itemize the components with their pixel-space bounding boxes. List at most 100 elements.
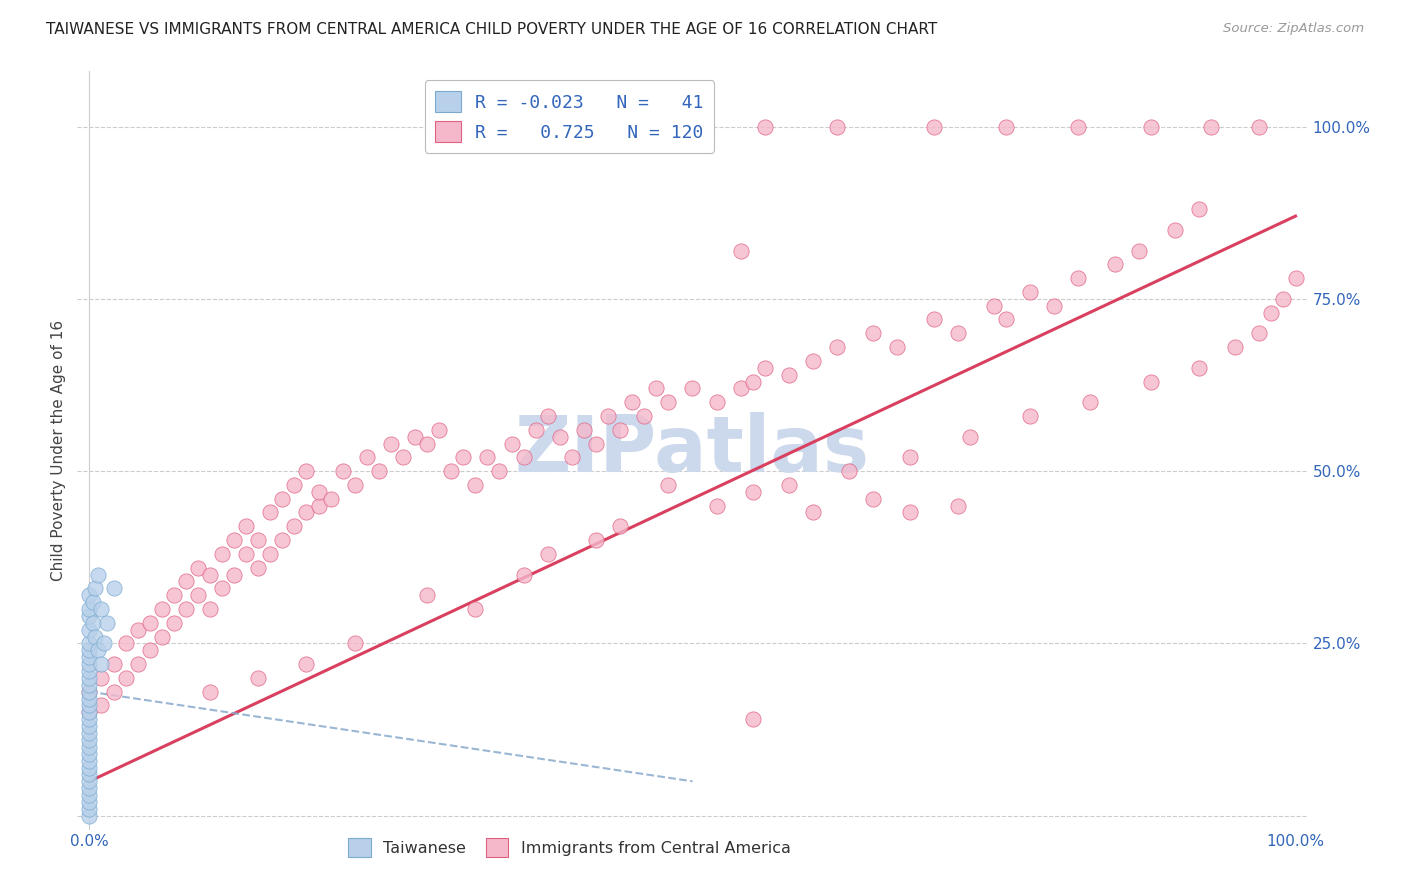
Point [1225,340,1247,354]
Point [440,464,463,478]
Point [1139,120,1161,134]
Point [537,409,560,423]
Point [90,602,112,616]
Point [295,506,318,520]
Point [682,381,704,395]
Point [501,436,523,450]
Point [633,409,655,423]
Point [79,608,101,623]
Point [79,774,101,789]
Point [801,506,824,520]
Point [103,684,125,698]
Point [657,395,679,409]
Point [235,519,257,533]
Point [235,547,257,561]
Point [477,450,499,465]
Point [464,478,486,492]
Text: TAIWANESE VS IMMIGRANTS FROM CENTRAL AMERICA CHILD POVERTY UNDER THE AGE OF 16 C: TAIWANESE VS IMMIGRANTS FROM CENTRAL AME… [46,22,938,37]
Point [1019,285,1042,299]
Point [1188,202,1211,217]
Point [1249,120,1271,134]
Point [308,484,330,499]
Point [512,567,534,582]
Point [79,733,101,747]
Point [82,595,104,609]
Point [1260,305,1282,319]
Point [453,450,475,465]
Point [150,630,173,644]
Point [427,423,450,437]
Point [1164,223,1187,237]
Point [211,582,233,596]
Point [1272,292,1295,306]
Point [741,375,763,389]
Point [537,547,560,561]
Point [79,795,101,809]
Point [224,567,246,582]
Point [1080,395,1102,409]
Point [730,244,752,258]
Point [79,678,101,692]
Point [995,312,1018,326]
Point [356,450,378,465]
Point [87,643,110,657]
Point [174,602,197,616]
Point [959,430,981,444]
Point [79,719,101,733]
Point [87,567,110,582]
Point [1284,271,1306,285]
Point [585,436,607,450]
Point [946,326,969,341]
Point [1067,271,1090,285]
Point [367,464,389,478]
Point [922,312,945,326]
Point [645,381,668,395]
Point [488,464,510,478]
Point [79,684,101,698]
Point [596,409,619,423]
Point [657,478,679,492]
Legend: Taiwanese, Immigrants from Central America: Taiwanese, Immigrants from Central Ameri… [342,832,797,863]
Point [1249,326,1271,341]
Point [741,712,763,726]
Point [295,464,318,478]
Point [150,602,173,616]
Point [1188,360,1211,375]
Point [187,560,209,574]
Point [512,450,534,465]
Point [283,478,305,492]
Point [283,519,305,533]
Point [198,567,221,582]
Point [561,450,583,465]
Point [609,519,631,533]
Point [778,478,800,492]
Point [862,326,884,341]
Point [138,615,160,630]
Point [1043,299,1066,313]
Point [211,547,233,561]
Point [79,684,101,698]
Point [572,423,595,437]
Point [983,299,1005,313]
Point [79,664,101,678]
Point [271,533,294,547]
Point [79,712,101,726]
Point [801,354,824,368]
Point [79,691,101,706]
Point [416,436,439,450]
Point [730,381,752,395]
Point [163,615,186,630]
Point [524,423,547,437]
Point [308,499,330,513]
Point [922,120,945,134]
Point [79,588,101,602]
Point [127,623,149,637]
Text: Source: ZipAtlas.com: Source: ZipAtlas.com [1223,22,1364,36]
Point [79,623,101,637]
Point [93,636,115,650]
Point [79,788,101,802]
Point [825,120,848,134]
Point [416,588,439,602]
Point [114,671,136,685]
Point [79,706,101,720]
